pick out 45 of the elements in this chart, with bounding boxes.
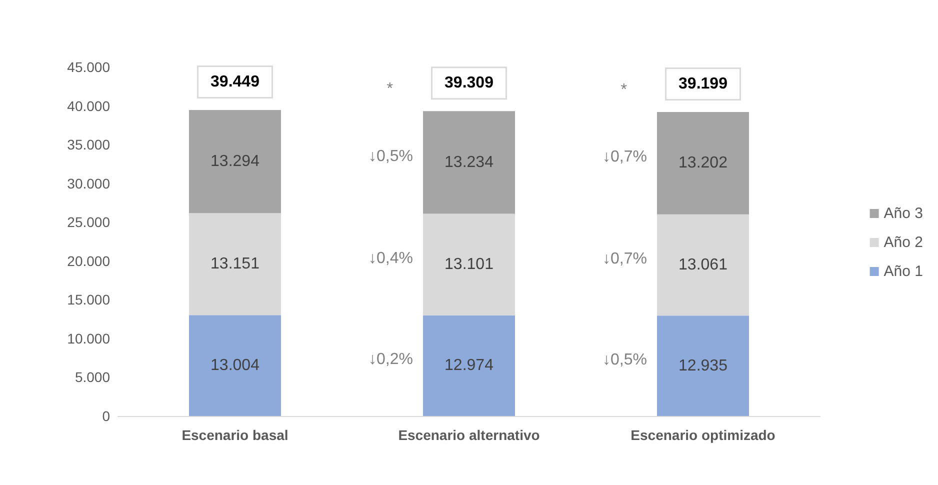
data-label: 13.004 [210, 357, 260, 374]
bar [423, 315, 515, 416]
bar [189, 110, 281, 214]
bar [657, 112, 749, 214]
data-label: 13.061 [678, 256, 728, 274]
x-tick-label: Escenario alternativo [398, 427, 540, 443]
bar [189, 213, 281, 316]
y-tick-label: 15.000 [67, 292, 110, 308]
y-tick-label: 40.000 [67, 98, 110, 114]
legend-label: Año 3 [884, 205, 924, 222]
annotation: ↓0,7% [602, 148, 647, 166]
total-label: 39.199 [678, 76, 728, 92]
y-tick-label: 25.000 [67, 214, 110, 230]
total-label: 39.449 [210, 74, 260, 91]
bar [657, 316, 749, 416]
y-tick-label: 30.000 [67, 175, 110, 192]
x-tick-label: Escenario optimizado [630, 427, 776, 443]
x-tick-label: Escenario basal [182, 427, 288, 443]
annotation: ↓0,5% [368, 148, 413, 165]
annotation: ↓0,2% [368, 351, 413, 368]
annotation: * [386, 80, 393, 98]
data-label: 13.234 [444, 154, 494, 171]
bar [189, 315, 281, 416]
y-tick-label: 5.000 [74, 369, 110, 386]
data-label: 13.294 [210, 153, 260, 170]
data-label: 13.202 [678, 154, 728, 172]
legend-label: Año 1 [884, 263, 924, 280]
data-label: 13.151 [210, 256, 260, 273]
legend-label: Año 2 [884, 234, 924, 251]
y-tick-label: 35.000 [67, 136, 110, 153]
annotation: ↓0,5% [602, 351, 647, 368]
y-tick-label: 0 [102, 408, 110, 424]
annotation: ↓0,4% [368, 250, 413, 268]
bar [423, 111, 515, 214]
bar [423, 214, 515, 316]
annotation: ↓0,7% [602, 250, 647, 268]
y-tick-label: 20.000 [67, 252, 110, 269]
annotation: * [620, 82, 627, 98]
data-label: 12.974 [444, 357, 494, 374]
data-label: 13.101 [444, 256, 494, 274]
total-label: 39.309 [444, 74, 494, 92]
data-label: 12.935 [678, 357, 728, 374]
y-tick-label: 10.000 [67, 330, 110, 346]
bar [657, 214, 749, 316]
y-tick-label: 45.000 [67, 59, 110, 75]
